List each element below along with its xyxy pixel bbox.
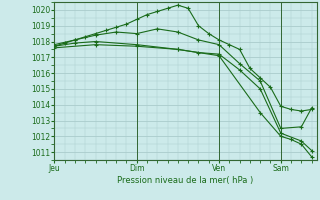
X-axis label: Pression niveau de la mer( hPa ): Pression niveau de la mer( hPa ) (117, 176, 254, 185)
